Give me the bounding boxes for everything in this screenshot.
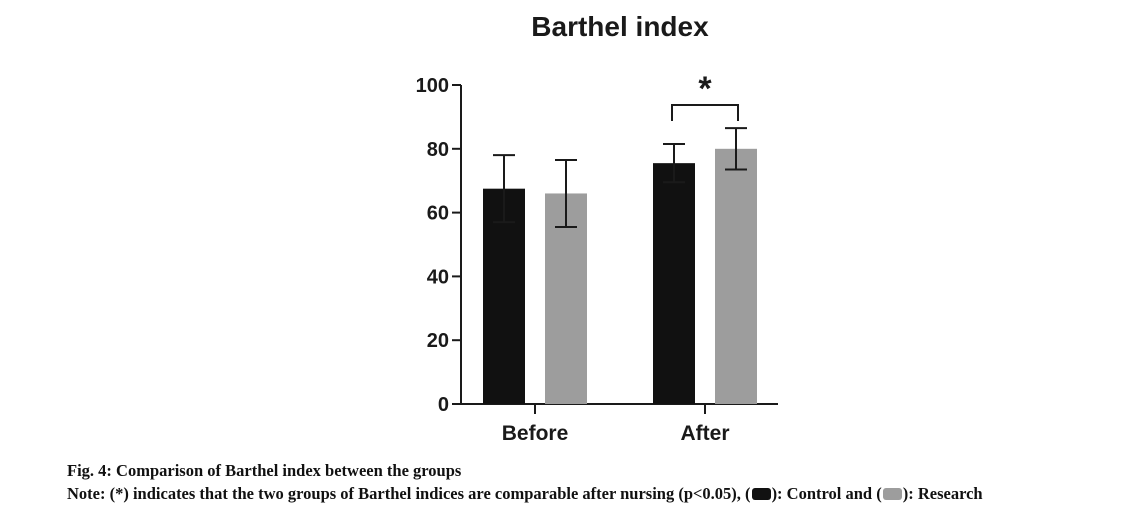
bar xyxy=(653,163,695,404)
research-swatch-icon xyxy=(882,488,902,500)
bar xyxy=(483,188,525,404)
error-bars xyxy=(493,127,747,228)
y-tick-label: 20 xyxy=(427,330,449,352)
bar-chart: Barthel index 0 20 40 60 80 100 Before After * xyxy=(416,11,778,445)
bar xyxy=(545,193,587,404)
figure-note: Note: (*) indicates that the two groups … xyxy=(67,484,983,504)
chart-bars xyxy=(483,148,757,404)
significance-bracket-line xyxy=(671,104,739,121)
control-swatch-icon xyxy=(751,488,771,500)
control-label: ): Control and ( xyxy=(771,484,882,503)
chart-title: Barthel index xyxy=(531,11,709,42)
x-tick-label: Before xyxy=(502,422,569,445)
research-label: ): Research xyxy=(902,484,983,503)
bar xyxy=(715,148,757,404)
x-tick-label: After xyxy=(680,422,729,445)
y-tick-label: 60 xyxy=(427,203,449,225)
y-tick-label: 0 xyxy=(438,394,449,416)
caption-title: Fig. 4: Comparison of Barthel index betw… xyxy=(67,461,462,480)
y-tick-label: 100 xyxy=(416,75,449,97)
y-tick-label: 80 xyxy=(427,139,449,161)
figure-caption: Fig. 4: Comparison of Barthel index betw… xyxy=(67,461,461,481)
significance-bracket: * xyxy=(671,70,739,121)
y-tick-label: 40 xyxy=(427,266,449,288)
note-text: Note: (*) indicates that the two groups … xyxy=(67,484,751,503)
significance-marker: * xyxy=(698,70,712,108)
